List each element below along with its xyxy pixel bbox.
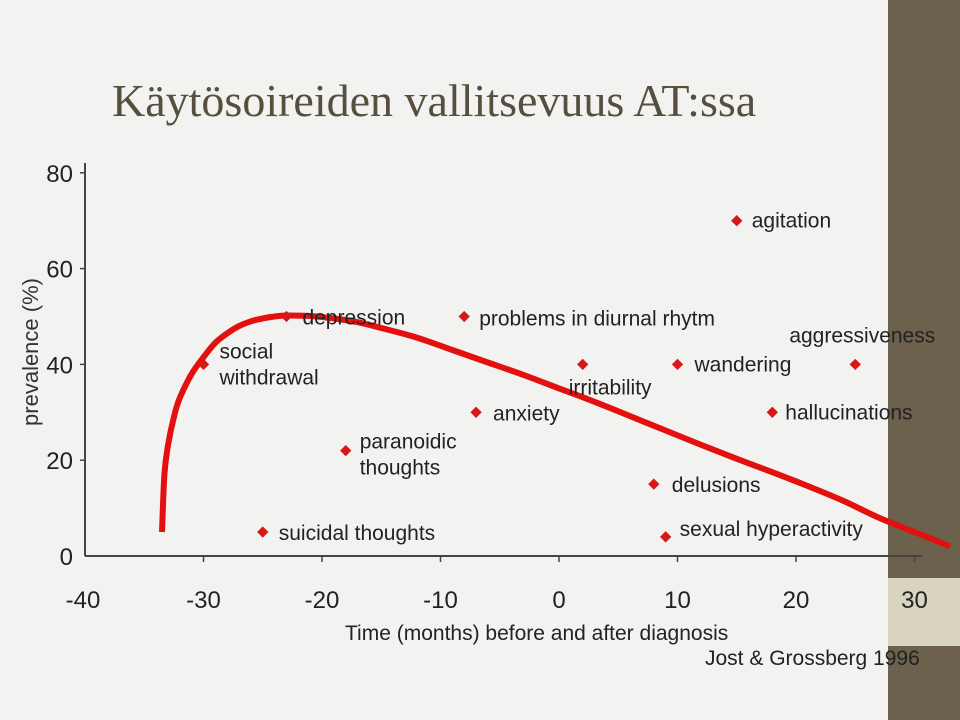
y-tick-label: 0 bbox=[60, 544, 73, 571]
x-tick-label: -10 bbox=[423, 587, 458, 614]
label-social-withdrawal: social bbox=[220, 340, 274, 363]
point-hallucinations bbox=[766, 406, 778, 418]
y-tick-label: 60 bbox=[46, 257, 73, 284]
label-anxiety: anxiety bbox=[493, 402, 560, 425]
slide-title: Käytösoireiden vallitsevuus AT:ssa bbox=[112, 75, 757, 126]
x-axis-label: Time (months) before and after diagnosis bbox=[345, 622, 728, 645]
point-delusions bbox=[648, 478, 660, 490]
x-tick-label: -40 bbox=[66, 587, 101, 614]
label-delusions: delusions bbox=[672, 474, 761, 497]
label-paranoidic-thoughts: thoughts bbox=[360, 457, 441, 480]
label-social-withdrawal: withdrawal bbox=[219, 366, 319, 389]
x-tick-label: 10 bbox=[664, 587, 691, 614]
x-tick-label: 20 bbox=[783, 587, 810, 614]
point-depression bbox=[280, 310, 293, 323]
label-hallucinations: hallucinations bbox=[785, 401, 912, 424]
label-sexual-hyperactivity: sexual hyperactivity bbox=[680, 518, 864, 541]
point-agitation bbox=[731, 215, 743, 227]
point-anxiety bbox=[470, 406, 482, 418]
label-irritability: irritability bbox=[569, 376, 652, 399]
point-wandering bbox=[671, 358, 684, 371]
decorative-side-notch bbox=[888, 578, 960, 646]
label-paranoidic-thoughts: paranoidic bbox=[360, 431, 457, 454]
label-aggressiveness: aggressiveness bbox=[789, 324, 935, 347]
trend-curve bbox=[159, 312, 952, 550]
point-social-withdrawal bbox=[197, 358, 210, 371]
data-points bbox=[197, 215, 861, 543]
label-suicidal-thoughts: suicidal thoughts bbox=[279, 522, 435, 545]
point-sexual-hyperactivity bbox=[659, 531, 672, 543]
point-problems-in-diurnal-rhytm bbox=[458, 310, 470, 323]
label-wandering: wandering bbox=[694, 353, 792, 376]
label-problems-in-diurnal-rhytm: problems in diurnal rhytm bbox=[479, 308, 715, 331]
x-tick-label: 30 bbox=[901, 587, 928, 614]
point-suicidal-thoughts bbox=[257, 526, 269, 538]
point-irritability bbox=[577, 358, 589, 371]
label-depression: depression bbox=[302, 307, 405, 330]
point-paranoidic-thoughts bbox=[340, 444, 352, 457]
point-labels: social withdrawal depression suicidal thoug… bbox=[219, 210, 936, 545]
x-tick-labels: -40 -30 -20 -10 0 10 20 30 bbox=[66, 587, 928, 614]
label-agitation: agitation bbox=[752, 210, 831, 233]
point-aggressiveness bbox=[849, 358, 861, 371]
x-tick-label: -20 bbox=[305, 587, 340, 614]
y-tick-labels: 0 20 40 60 80 bbox=[46, 161, 73, 571]
y-tick-label: 20 bbox=[46, 448, 73, 475]
y-tick-label: 80 bbox=[46, 161, 73, 188]
x-tick-label: 0 bbox=[552, 587, 565, 614]
chart-axes bbox=[80, 163, 922, 562]
source-citation: Jost & Grossberg 1996 bbox=[705, 647, 920, 670]
y-tick-label: 40 bbox=[46, 352, 73, 379]
y-axis-label: prevalence (%) bbox=[18, 278, 43, 426]
x-tick-label: -30 bbox=[186, 587, 221, 614]
